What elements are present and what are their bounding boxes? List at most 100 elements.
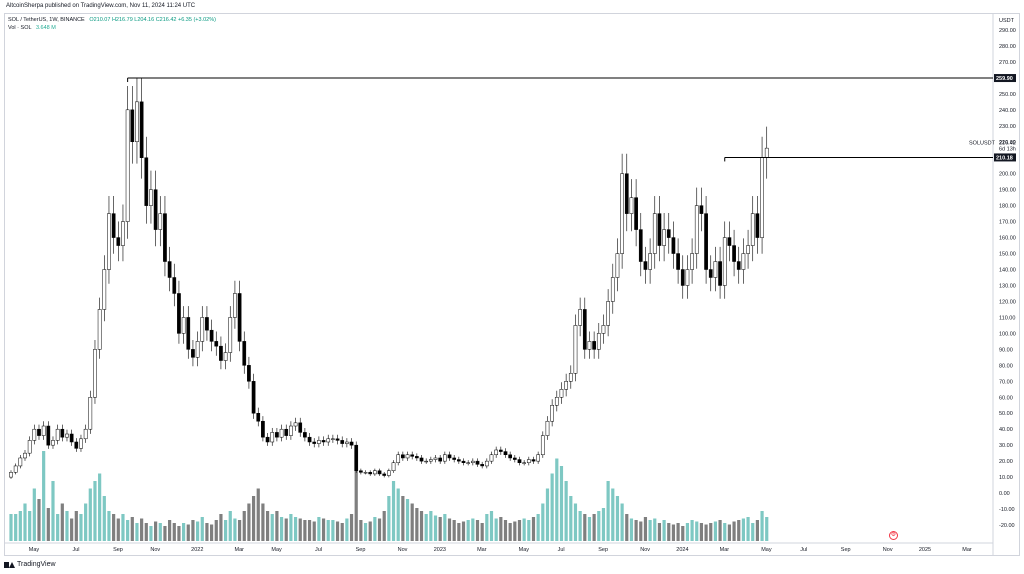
candle-body	[121, 221, 125, 246]
volume-bar	[363, 523, 368, 541]
volume-bar	[307, 520, 312, 541]
volume-bar	[135, 523, 139, 541]
price-tick-label: 20.00	[999, 459, 1013, 465]
candle-body	[638, 229, 643, 262]
volume-bar	[18, 511, 22, 541]
candle-body	[363, 472, 368, 474]
candle-body	[704, 213, 708, 270]
volume-bar	[182, 523, 186, 541]
volume-bar	[657, 523, 662, 541]
candle-body	[475, 460, 480, 465]
price-tick-label: 10.00	[999, 475, 1013, 481]
price-tick-label: 280.00	[999, 44, 1016, 50]
price-tick-label: 100.00	[999, 331, 1016, 337]
candle-body	[139, 101, 144, 158]
volume-bar	[42, 451, 46, 541]
candle-body	[634, 197, 638, 230]
candle-body	[568, 373, 573, 382]
level-label: 210.18	[996, 155, 1013, 161]
volume-bar	[625, 514, 629, 541]
candle-body	[228, 317, 233, 353]
price-tick-label: 90.00	[999, 347, 1013, 353]
candle-body	[111, 213, 116, 238]
candle-body	[373, 470, 377, 475]
volume-bar	[405, 499, 410, 541]
volume-bar	[84, 503, 88, 541]
volume-bar	[387, 496, 391, 541]
candle-body	[480, 464, 485, 467]
volume-bar	[671, 524, 676, 541]
volume-bar	[545, 488, 550, 541]
candle-body	[391, 462, 396, 471]
candle-body	[205, 317, 209, 331]
volume-bar	[14, 514, 18, 541]
volume-bar	[359, 520, 363, 541]
volume-bar	[741, 518, 746, 541]
legend-volume-row: Vol · SOL 3.648 M	[8, 24, 216, 32]
price-tick-label: 180.00	[999, 204, 1016, 210]
candle-body	[279, 428, 284, 438]
candle-body	[405, 454, 410, 459]
candle-body	[517, 459, 522, 463]
candle-body	[466, 462, 471, 464]
candle-body	[23, 452, 27, 459]
candle-body	[265, 436, 270, 443]
candle-body	[610, 277, 615, 302]
candle-body	[354, 444, 359, 471]
candle-body	[415, 456, 419, 459]
volume-bar	[508, 523, 512, 541]
tradingview-logo-icon	[4, 562, 15, 568]
candle-body	[401, 454, 405, 459]
volume-bar	[695, 521, 699, 541]
legend-ohlc: O210.07 H216.79 L204.16 C216.42 +6.35 (+…	[89, 17, 216, 23]
volume-bar	[98, 473, 102, 541]
price-axis-unit: USDT	[999, 18, 1015, 24]
candles	[9, 77, 769, 479]
volume-bar	[177, 526, 181, 541]
volume-bar	[517, 520, 522, 541]
volume-bar	[737, 520, 741, 541]
candle-body	[606, 301, 610, 326]
volume-bar	[126, 520, 130, 541]
volume-bar	[32, 488, 36, 541]
candle-body	[153, 189, 158, 230]
candle-body	[727, 237, 732, 246]
level-label: 259.90	[996, 76, 1013, 82]
volume-bar	[321, 518, 326, 541]
candle-body	[200, 317, 205, 342]
price-tick-label: 240.00	[999, 108, 1016, 114]
volume-bar	[452, 520, 456, 541]
volume-bar	[168, 520, 172, 541]
candle-body	[116, 237, 121, 246]
candle-body	[172, 277, 177, 294]
volume-bar	[704, 524, 708, 541]
volume-bar	[144, 523, 148, 541]
volume-bar	[513, 521, 517, 541]
volume-bar	[303, 520, 307, 541]
volume-bar	[79, 514, 83, 541]
candle-body	[256, 412, 261, 422]
volume-bar	[88, 488, 92, 541]
candle-body	[671, 237, 676, 254]
candle-body	[750, 213, 755, 246]
volume-bar	[37, 499, 41, 541]
volume-bar	[107, 511, 111, 541]
candle-body	[522, 462, 526, 464]
settings-icon[interactable]: ⚙	[889, 531, 898, 540]
candle-body	[9, 472, 13, 478]
candle-body	[312, 441, 317, 444]
candle-body	[275, 432, 279, 438]
candle-body	[349, 441, 354, 446]
price-tick-label: 150.00	[999, 252, 1016, 258]
candle-body	[32, 428, 37, 441]
price-tick-label: 250.00	[999, 92, 1016, 98]
volume-bar	[56, 514, 60, 541]
volume-bar	[373, 517, 377, 541]
price-tick-label: 230.00	[999, 124, 1016, 130]
candle-body	[317, 440, 321, 444]
level-lines: 259.90 210.18	[127, 74, 1016, 162]
price-tick-label: 50.00	[999, 411, 1013, 417]
volume-bar	[541, 503, 545, 541]
candle-body	[177, 293, 181, 334]
